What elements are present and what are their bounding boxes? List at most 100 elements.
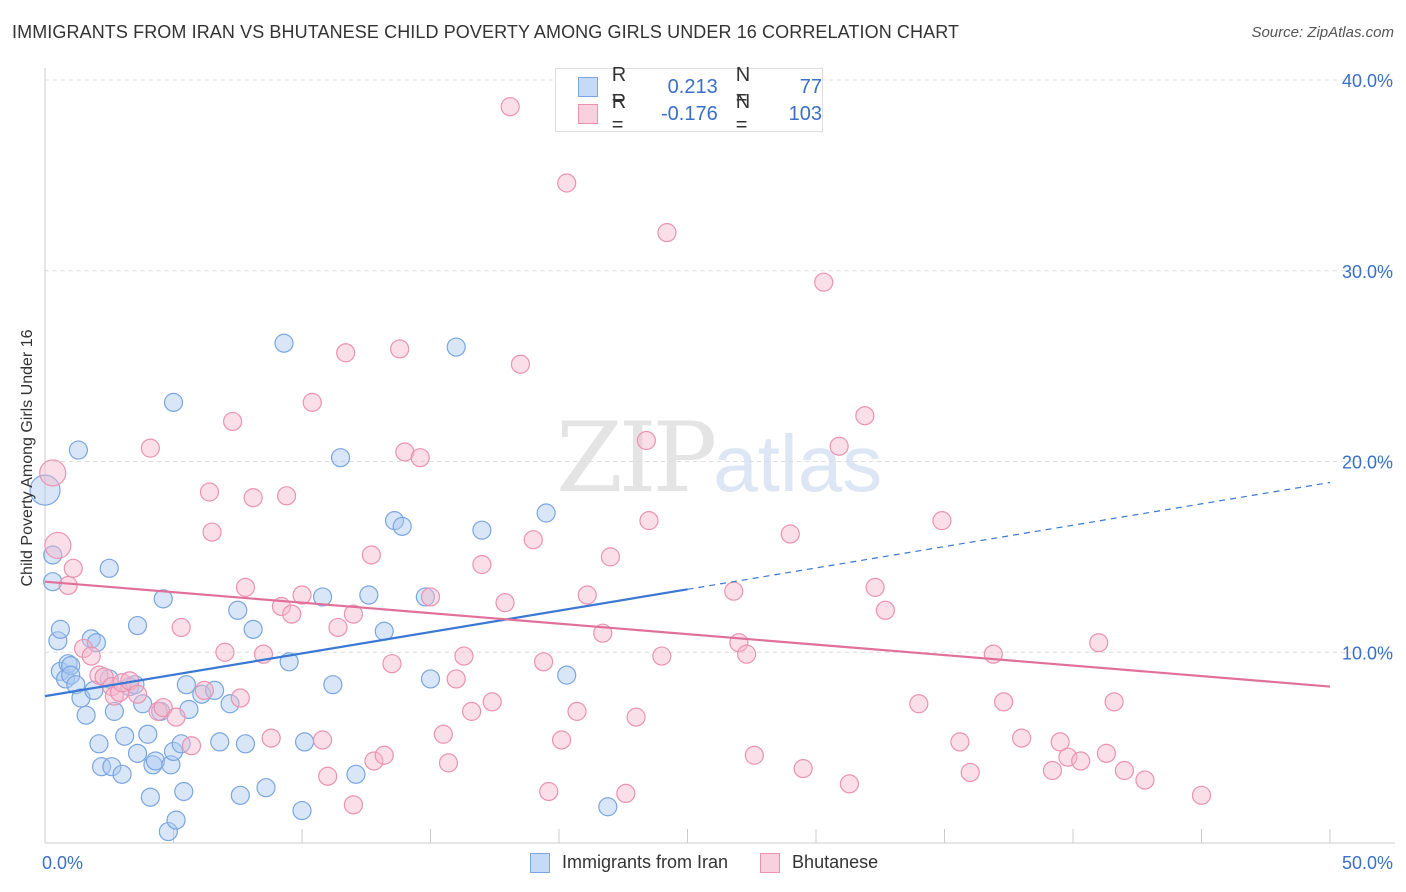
bhutanese-point xyxy=(577,585,597,605)
bhutanese-point xyxy=(215,642,235,662)
bhutanese-point xyxy=(793,759,813,779)
legend-row-iran: R = 0.213 N = 77 xyxy=(578,64,822,109)
iran-point xyxy=(330,448,351,468)
legend-swatch-bhutanese xyxy=(760,852,781,873)
iran-point xyxy=(163,741,184,762)
trend-lines xyxy=(44,481,1331,698)
bhutanese-point xyxy=(600,547,621,567)
bhutanese-point xyxy=(44,531,72,560)
bhutanese-point xyxy=(855,406,875,426)
iran-point xyxy=(68,440,89,460)
bhutanese-point xyxy=(361,545,381,565)
bhutanese-point xyxy=(282,604,302,624)
legend-r-label: R = xyxy=(611,64,627,109)
bhutanese-point xyxy=(343,604,363,624)
bhutanese-point xyxy=(932,511,952,531)
iran-point xyxy=(294,732,315,752)
bhutanese-point xyxy=(343,795,363,815)
bhutanese-point xyxy=(551,730,572,750)
watermark-zip: ZIP xyxy=(556,402,717,514)
bhutanese-point xyxy=(557,173,577,193)
iran-point xyxy=(243,619,263,639)
bhutanese-point xyxy=(636,430,656,451)
iran-point xyxy=(174,781,194,802)
source-label: Source: ZipAtlas.com xyxy=(1251,24,1394,41)
iran-point xyxy=(557,665,577,685)
bhutanese-point xyxy=(1135,770,1155,790)
iran-point xyxy=(115,726,135,746)
iran-point xyxy=(256,778,276,798)
bhutanese-point xyxy=(500,97,520,117)
iran-trend-line xyxy=(44,588,688,698)
zipatlas-watermark: ZIPatlas xyxy=(556,402,882,514)
iran-point xyxy=(43,545,63,565)
iran-point xyxy=(153,589,173,609)
iran-point xyxy=(61,665,81,685)
bhutanese-point xyxy=(390,339,410,359)
iran-point xyxy=(112,764,132,784)
bhutanese-point xyxy=(814,272,834,292)
legend-item-iran[interactable]: Immigrants from Iran xyxy=(530,852,728,873)
iran-point xyxy=(392,516,412,536)
bhutanese-point xyxy=(510,354,531,374)
bhutanese-point xyxy=(495,593,515,613)
iran-point xyxy=(48,631,68,651)
legend-item-bhutanese[interactable]: Bhutanese xyxy=(760,852,878,873)
bhutanese-point xyxy=(950,732,970,752)
bhutanese-point xyxy=(875,600,895,620)
bhutanese-point xyxy=(454,646,474,666)
iran-point xyxy=(50,619,71,639)
iran-point xyxy=(312,587,333,607)
legend-n-value: 103 xyxy=(788,102,822,125)
iran-point xyxy=(292,800,312,821)
bhutanese-point xyxy=(652,646,672,666)
iran-point xyxy=(145,751,166,771)
bhutanese-point xyxy=(382,654,402,674)
bhutanese-point xyxy=(626,707,646,727)
iran-point xyxy=(346,764,366,784)
bhutanese-point xyxy=(181,736,202,756)
iran-point xyxy=(323,675,343,695)
iran-point xyxy=(99,558,119,578)
bhutanese-point xyxy=(1011,728,1032,748)
bhutanese-point xyxy=(865,577,885,597)
legend-n-label: N = xyxy=(735,91,751,136)
iran-point xyxy=(274,333,294,353)
bhutanese-point xyxy=(472,554,492,575)
bhutanese-point xyxy=(616,783,636,804)
y-tick-label: 10.0% xyxy=(1342,643,1393,663)
legend-r-label: R = xyxy=(611,91,627,136)
legend-swatch-iran xyxy=(578,77,598,97)
series-legend: Immigrants from Iran Bhutanese xyxy=(530,852,910,873)
bhutanese-point xyxy=(420,587,441,607)
bhutanese-point xyxy=(202,522,222,542)
legend-label-bhutanese: Bhutanese xyxy=(792,852,879,872)
chart-title: IMMIGRANTS FROM IRAN VS BHUTANESE CHILD … xyxy=(12,22,960,42)
y-tick-label: 30.0% xyxy=(1342,262,1393,282)
bhutanese-point xyxy=(839,774,860,794)
bhutanese-point xyxy=(1071,751,1091,771)
x-tick-label-min: 0.0% xyxy=(42,853,83,873)
bhutanese-point xyxy=(960,762,980,783)
bhutanese-point xyxy=(235,577,256,597)
bhutanese-point xyxy=(223,411,243,432)
bhutanese-point xyxy=(1050,732,1070,752)
iran-point xyxy=(104,701,124,721)
legend-swatch-bhutanese xyxy=(578,104,598,124)
bhutanese-point xyxy=(533,652,554,672)
bhutanese-point xyxy=(410,448,430,468)
iran-point xyxy=(205,680,225,701)
iran-point xyxy=(127,743,148,763)
iran-point xyxy=(133,694,153,714)
bhutanese-point xyxy=(364,751,384,771)
bhutanese-point xyxy=(261,728,281,748)
iran-point xyxy=(89,734,109,754)
y-axis-label: Child Poverty Among Girls Under 16 xyxy=(19,329,36,587)
grid-lines xyxy=(45,79,1395,653)
bhutanese-point xyxy=(639,511,659,531)
iran-point xyxy=(472,520,492,540)
iran-point xyxy=(29,474,61,506)
legend-n-value: 77 xyxy=(799,75,822,98)
iran-point xyxy=(102,757,122,777)
